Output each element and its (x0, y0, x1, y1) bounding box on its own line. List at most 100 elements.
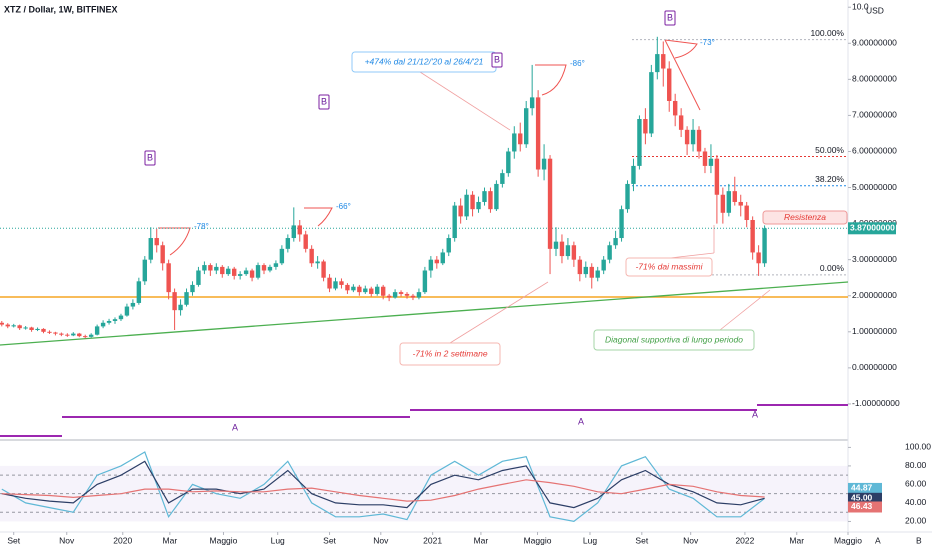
candle-body (5, 324, 10, 327)
candle-body (595, 270, 600, 278)
candle-body (410, 295, 416, 298)
candle-body (88, 334, 94, 337)
y-tick-label: 8.00000000 (852, 74, 897, 84)
candle-body (339, 281, 344, 285)
chart-title: XTZ / Dollar, 1W, BITFINEX (4, 4, 118, 14)
candle-body (59, 333, 64, 335)
candle-body (327, 277, 332, 289)
candle-body (732, 191, 737, 202)
y-tick-label: 6.00000000 (852, 146, 897, 156)
candle-body (100, 322, 106, 327)
candle-body (619, 209, 624, 239)
candle-body (65, 334, 70, 336)
y-tick-label: 10.0 (852, 1, 869, 11)
wave-label: A (232, 422, 238, 432)
y-tick-label: 0.00000000 (852, 362, 897, 372)
wave-label: A (752, 409, 758, 419)
candle-body (142, 259, 148, 282)
candle-body (29, 327, 34, 330)
x-tick-label: 2020 (113, 535, 132, 545)
candle-body (261, 265, 267, 271)
x-tick-label: Maggio (524, 535, 552, 545)
last-price-label: 3.87000000 (850, 223, 895, 233)
candle-body (649, 72, 654, 134)
candle-body (118, 315, 124, 320)
candle-body (744, 205, 749, 220)
candle-body (77, 333, 82, 337)
callout-lines (419, 71, 771, 344)
candle-body (404, 293, 410, 296)
osc-line (1, 460, 765, 509)
x-tick-label: Maggio (834, 535, 862, 545)
candle-body (559, 241, 565, 257)
candle-body (375, 286, 380, 294)
annotation-box (399, 342, 501, 366)
x-tick-label: Maggio (210, 535, 238, 545)
candle-body (172, 292, 177, 311)
wave-label: B (494, 54, 500, 64)
wave-a-lines (0, 404, 848, 437)
candle-body (136, 281, 142, 303)
currency-label: USD (866, 5, 884, 15)
candle-body (583, 266, 588, 275)
candle-body (708, 158, 714, 166)
scale-button[interactable]: A (875, 535, 881, 545)
x-tick-label: Nov (683, 535, 699, 545)
wave-label: A (578, 416, 584, 426)
candle-body (422, 270, 428, 293)
osc-line (1, 451, 765, 523)
candle-body (220, 266, 225, 275)
candle-body (124, 306, 130, 316)
x-tick-label: Set (7, 535, 20, 545)
y2-tick-label: 60.00 (905, 479, 927, 489)
candle-body (613, 238, 618, 246)
candle-body (71, 333, 76, 336)
candle-body (303, 234, 308, 249)
x-tick-label: Nov (373, 535, 389, 545)
y-tick-label: 2.00000000 (852, 290, 897, 300)
candle-body (661, 54, 666, 69)
fib-label: 38.20% (815, 174, 844, 184)
candle-body (380, 286, 386, 296)
angle-label: -78° (194, 222, 209, 231)
candle-body (690, 129, 696, 145)
candle-body (369, 288, 374, 294)
candle-body (196, 270, 201, 285)
candle-body (255, 265, 261, 278)
candle-body (458, 205, 463, 217)
scale-button[interactable]: B (916, 535, 922, 545)
trend-line (0, 281, 849, 346)
candle-body (512, 133, 517, 152)
candle-body (237, 274, 243, 276)
candle-body (684, 129, 690, 145)
y-tick-label: 1.00000000 (852, 326, 897, 336)
candle-body (23, 327, 28, 329)
candle-body (386, 295, 392, 298)
candle-body (541, 158, 547, 170)
candle-body (714, 158, 720, 195)
candle-body (470, 194, 475, 210)
candle-body (547, 158, 553, 249)
candle-body (279, 248, 285, 264)
candle-body (357, 286, 362, 293)
candle-body (577, 259, 583, 275)
candle-body (273, 263, 279, 267)
annotation: Diagonal supportiva di lungo periodo (605, 334, 743, 344)
y-tick-label: 5.00000000 (852, 182, 897, 192)
candle-body (529, 97, 535, 109)
candle-body (524, 108, 529, 145)
candle-body (202, 265, 207, 271)
candle-body (476, 201, 481, 210)
candle-body (655, 54, 660, 73)
annotation-box (762, 210, 848, 225)
candle-body (750, 220, 755, 253)
y-tick-label: -1.00000000 (852, 398, 900, 408)
candle-body (726, 191, 732, 213)
candle-body (452, 205, 457, 239)
candle-body (506, 151, 511, 174)
candle-body (428, 259, 434, 271)
candle-body (0, 322, 4, 325)
y2-tick-label: 40.00 (905, 497, 927, 507)
wave-label: B (147, 152, 153, 162)
